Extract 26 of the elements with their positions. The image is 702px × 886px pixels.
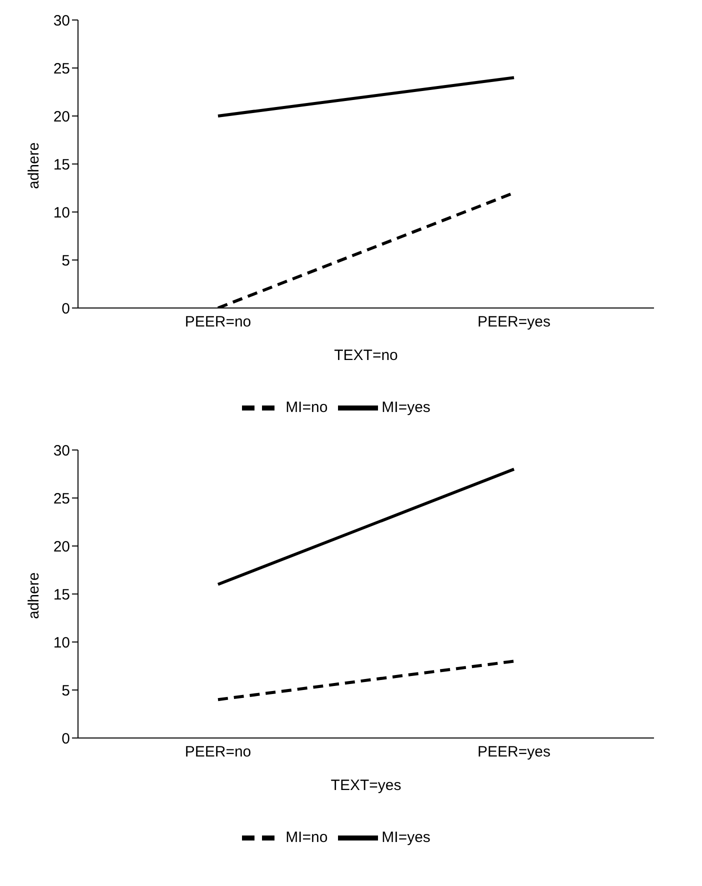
y-axis-title: adhere <box>25 142 42 189</box>
x-tick-label: PEER=no <box>184 314 252 331</box>
y-tick-label: 10 <box>53 634 70 652</box>
y-tick-label: 15 <box>53 586 70 604</box>
y-tick-label: 0 <box>62 730 70 748</box>
y-tick-label: 25 <box>53 490 70 508</box>
x-tick-label: PEER=no <box>184 744 252 761</box>
y-tick-label: 25 <box>53 60 70 78</box>
y-axis-title: adhere <box>25 572 42 619</box>
y-tick-label: 20 <box>53 538 70 556</box>
y-tick-label: 30 <box>53 12 70 30</box>
y-tick-label: 30 <box>53 442 70 460</box>
legend-label: MI=no <box>286 828 328 846</box>
legend-label: MI=no <box>286 398 328 416</box>
x-tick-label: PEER=yes <box>478 744 550 761</box>
y-tick-label: 10 <box>53 204 70 222</box>
x-axis-title: TEXT=yes <box>330 777 402 794</box>
legend-label: MI=yes <box>382 828 430 846</box>
y-tick-label: 20 <box>53 108 70 126</box>
x-axis-title: TEXT=no <box>334 347 398 364</box>
x-tick-label: PEER=yes <box>478 314 550 331</box>
y-tick-label: 5 <box>62 682 70 700</box>
legend-label: MI=yes <box>382 398 430 416</box>
y-tick-label: 15 <box>53 156 70 174</box>
y-tick-label: 0 <box>62 300 70 318</box>
y-tick-label: 5 <box>62 252 70 270</box>
